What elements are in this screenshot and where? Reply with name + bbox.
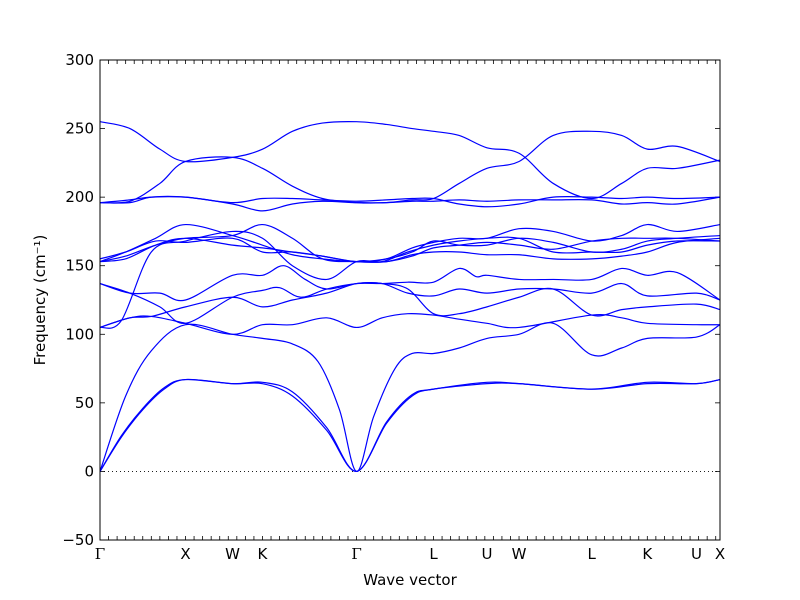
band-line <box>99 265 721 302</box>
y-tick-label: 150 <box>65 257 94 275</box>
y-tick-label: −50 <box>62 531 94 549</box>
x-tick-label: K <box>642 545 653 563</box>
band-line <box>99 281 721 324</box>
band-line <box>99 378 721 473</box>
band-line <box>99 322 721 473</box>
y-tick-label: 200 <box>65 188 94 206</box>
band-line <box>99 237 721 263</box>
x-axis-label: Wave vector <box>363 571 457 589</box>
band-line <box>99 223 721 263</box>
x-tick-label: W <box>225 545 240 563</box>
band-line <box>99 121 721 200</box>
bands-group <box>99 121 721 473</box>
y-axis-label: Frequency (cm⁻¹) <box>31 235 49 366</box>
band-line <box>99 223 721 263</box>
x-tick-label: U <box>481 545 492 563</box>
x-tick-label: U <box>691 545 702 563</box>
band-line <box>99 378 721 473</box>
band-line <box>99 130 721 204</box>
x-tick-label: X <box>715 545 725 563</box>
band-line <box>99 195 721 208</box>
x-tick-label: L <box>429 545 438 563</box>
y-tick-label: 100 <box>65 325 94 343</box>
plot-frame <box>99 59 721 541</box>
x-tick-label: L <box>588 545 597 563</box>
y-tick-label: 250 <box>65 120 94 138</box>
x-tick-label: K <box>258 545 269 563</box>
x-tick-label: Γ <box>351 545 361 563</box>
x-tick-label: Γ <box>95 545 105 563</box>
band-line <box>99 281 721 329</box>
y-tick-label: 300 <box>65 51 94 69</box>
y-tick-label: 0 <box>84 462 94 480</box>
y-tick-label: 50 <box>75 394 94 412</box>
band-line <box>99 313 721 335</box>
x-tick-label: X <box>180 545 190 563</box>
x-tick-label: W <box>512 545 527 563</box>
band-line <box>99 223 721 263</box>
